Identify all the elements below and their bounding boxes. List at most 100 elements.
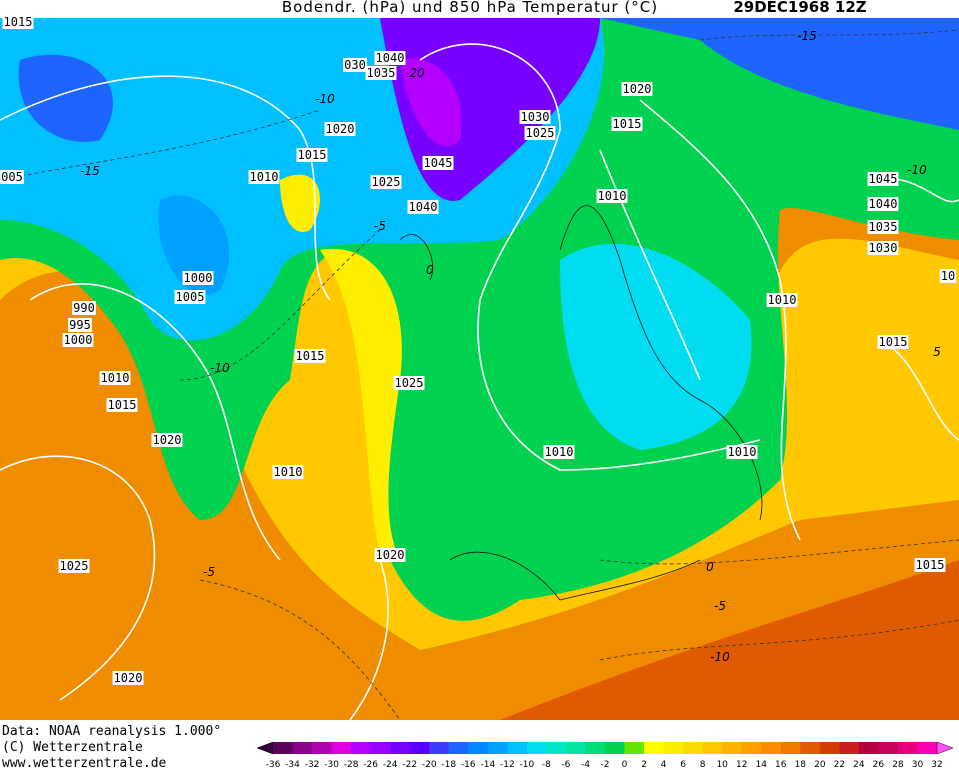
isobar-label: 1015 (108, 398, 137, 412)
colorbar-label: 28 (892, 760, 904, 770)
isobar-label: 1025 (372, 175, 401, 189)
isobar-label: 1040 (869, 197, 898, 211)
colorbar-swatch (741, 742, 762, 754)
isobar-label: 1005 (176, 290, 205, 304)
isobar-label-box (370, 175, 402, 189)
isobar-label-box (867, 197, 899, 211)
colorbar-swatch (273, 742, 294, 754)
isotherm-label: -5 (374, 219, 386, 233)
isobar-label-box (422, 156, 454, 170)
isobar-label: 1010 (598, 189, 627, 203)
isobar-label-box (407, 200, 439, 214)
colorbar-label: 12 (736, 760, 747, 770)
colorbar-swatch (780, 742, 801, 754)
isobar-label: 1020 (153, 433, 182, 447)
colorbar-label: 0 (622, 760, 628, 770)
colorbar-label: 16 (775, 760, 787, 770)
colorbar-label: -18 (441, 760, 456, 770)
colorbar-label: -24 (383, 760, 398, 770)
isobar-label: 1010 (101, 371, 130, 385)
footer-source: Data: NOAA reanalysis 1.000° (2, 724, 221, 739)
isotherm-label: 0 (706, 560, 714, 574)
isotherm-label: -10 (315, 92, 335, 106)
map-date: 29DEC1968 12Z (733, 0, 866, 16)
isobar-label: 1025 (60, 559, 89, 573)
isobar-label: 1015 (879, 335, 908, 349)
isobar-label: 1040 (376, 51, 405, 65)
colorbar-swatch (839, 742, 860, 754)
isobar-label-box (766, 293, 798, 307)
isobar-label: 1010 (274, 465, 303, 479)
isobar-label: 1020 (114, 671, 143, 685)
isobar-label-box (939, 269, 957, 283)
isobar-label: 1015 (4, 15, 33, 29)
colorbar-swatch (605, 742, 626, 754)
colorbar-swatch (312, 742, 333, 754)
isobar-label-box (62, 333, 94, 347)
isobar-label-box (324, 122, 356, 136)
isobar-label: 10 (941, 269, 955, 283)
isobar-label-box (0, 170, 24, 184)
arctic-core (380, 18, 600, 201)
isobar-label-box (621, 82, 653, 96)
isotherm-label: -15 (80, 164, 100, 178)
colorbar-swatch (897, 742, 918, 754)
isobar-label: 1020 (623, 82, 652, 96)
isotherm-label: -10 (710, 650, 730, 664)
hot-zone (500, 560, 959, 720)
colorbar: -36 -34 -32 -30 -28 -26 -24 -22 -20 -18 -16 -14 -12-… (256, 741, 954, 770)
colorbar-label: -2 (601, 760, 610, 770)
isobar-label: 1010 (250, 170, 279, 184)
isotherm-label: -15 (797, 29, 817, 43)
isobar-label-box (867, 241, 899, 255)
colorbar-swatch (409, 742, 430, 754)
colorbar-label: -26 (363, 760, 378, 770)
isobar-label-box (272, 465, 304, 479)
colorbar-swatch (800, 742, 821, 754)
colorbar-label: 18 (795, 760, 807, 770)
isotherm-label: 0 (426, 263, 434, 277)
colorbar-label: 30 (912, 760, 924, 770)
greenland-warm (280, 174, 320, 232)
isobar-label-box (519, 110, 551, 124)
colorbar-swatch (390, 742, 411, 754)
colorbar-label: -14 (480, 760, 495, 770)
colorbar-label: 32 (931, 760, 942, 770)
isobar-label-box (867, 172, 899, 186)
colorbar-label: 22 (834, 760, 845, 770)
colorbar-label: -34 (285, 760, 300, 770)
isobar-label: 1020 (376, 548, 405, 562)
colorbar-swatch (624, 742, 645, 754)
isobar-label-box (365, 66, 397, 80)
colorbar-label: -32 (305, 760, 320, 770)
colorbar-arrow (936, 741, 954, 755)
isobar-label: 1000 (184, 271, 213, 285)
isobar-label-box (248, 170, 280, 184)
colorbar-label: 2 (641, 760, 647, 770)
colorbar-swatch (526, 742, 547, 754)
isobar-label-box (914, 558, 946, 572)
colorbar-swatch (878, 742, 899, 754)
colorbar-label: -12 (500, 760, 515, 770)
isobar-label-box (524, 126, 556, 140)
isotherm-label: -10 (210, 361, 230, 375)
colorbar-label: 14 (756, 760, 768, 770)
isobar-label: 1045 (424, 156, 453, 170)
colorbar-label: -36 (266, 760, 281, 770)
isobar-label: 005 (1, 170, 23, 184)
isobar-label-box (106, 398, 138, 412)
colorbar-swatch (370, 742, 391, 754)
isotherm-label: -5 (203, 565, 215, 579)
colorbar-swatch (331, 742, 352, 754)
isobar-label-box (393, 376, 425, 390)
isobar-label-box (58, 559, 90, 573)
isotherm-label: -5 (714, 599, 726, 613)
footer-url: www.wetterzentrale.de (2, 756, 167, 770)
colorbar-swatch (917, 742, 938, 754)
arctic-peak (400, 58, 462, 147)
isobar-label-box (174, 290, 206, 304)
colorbar-label: 20 (814, 760, 826, 770)
colorbar-label: 24 (853, 760, 865, 770)
